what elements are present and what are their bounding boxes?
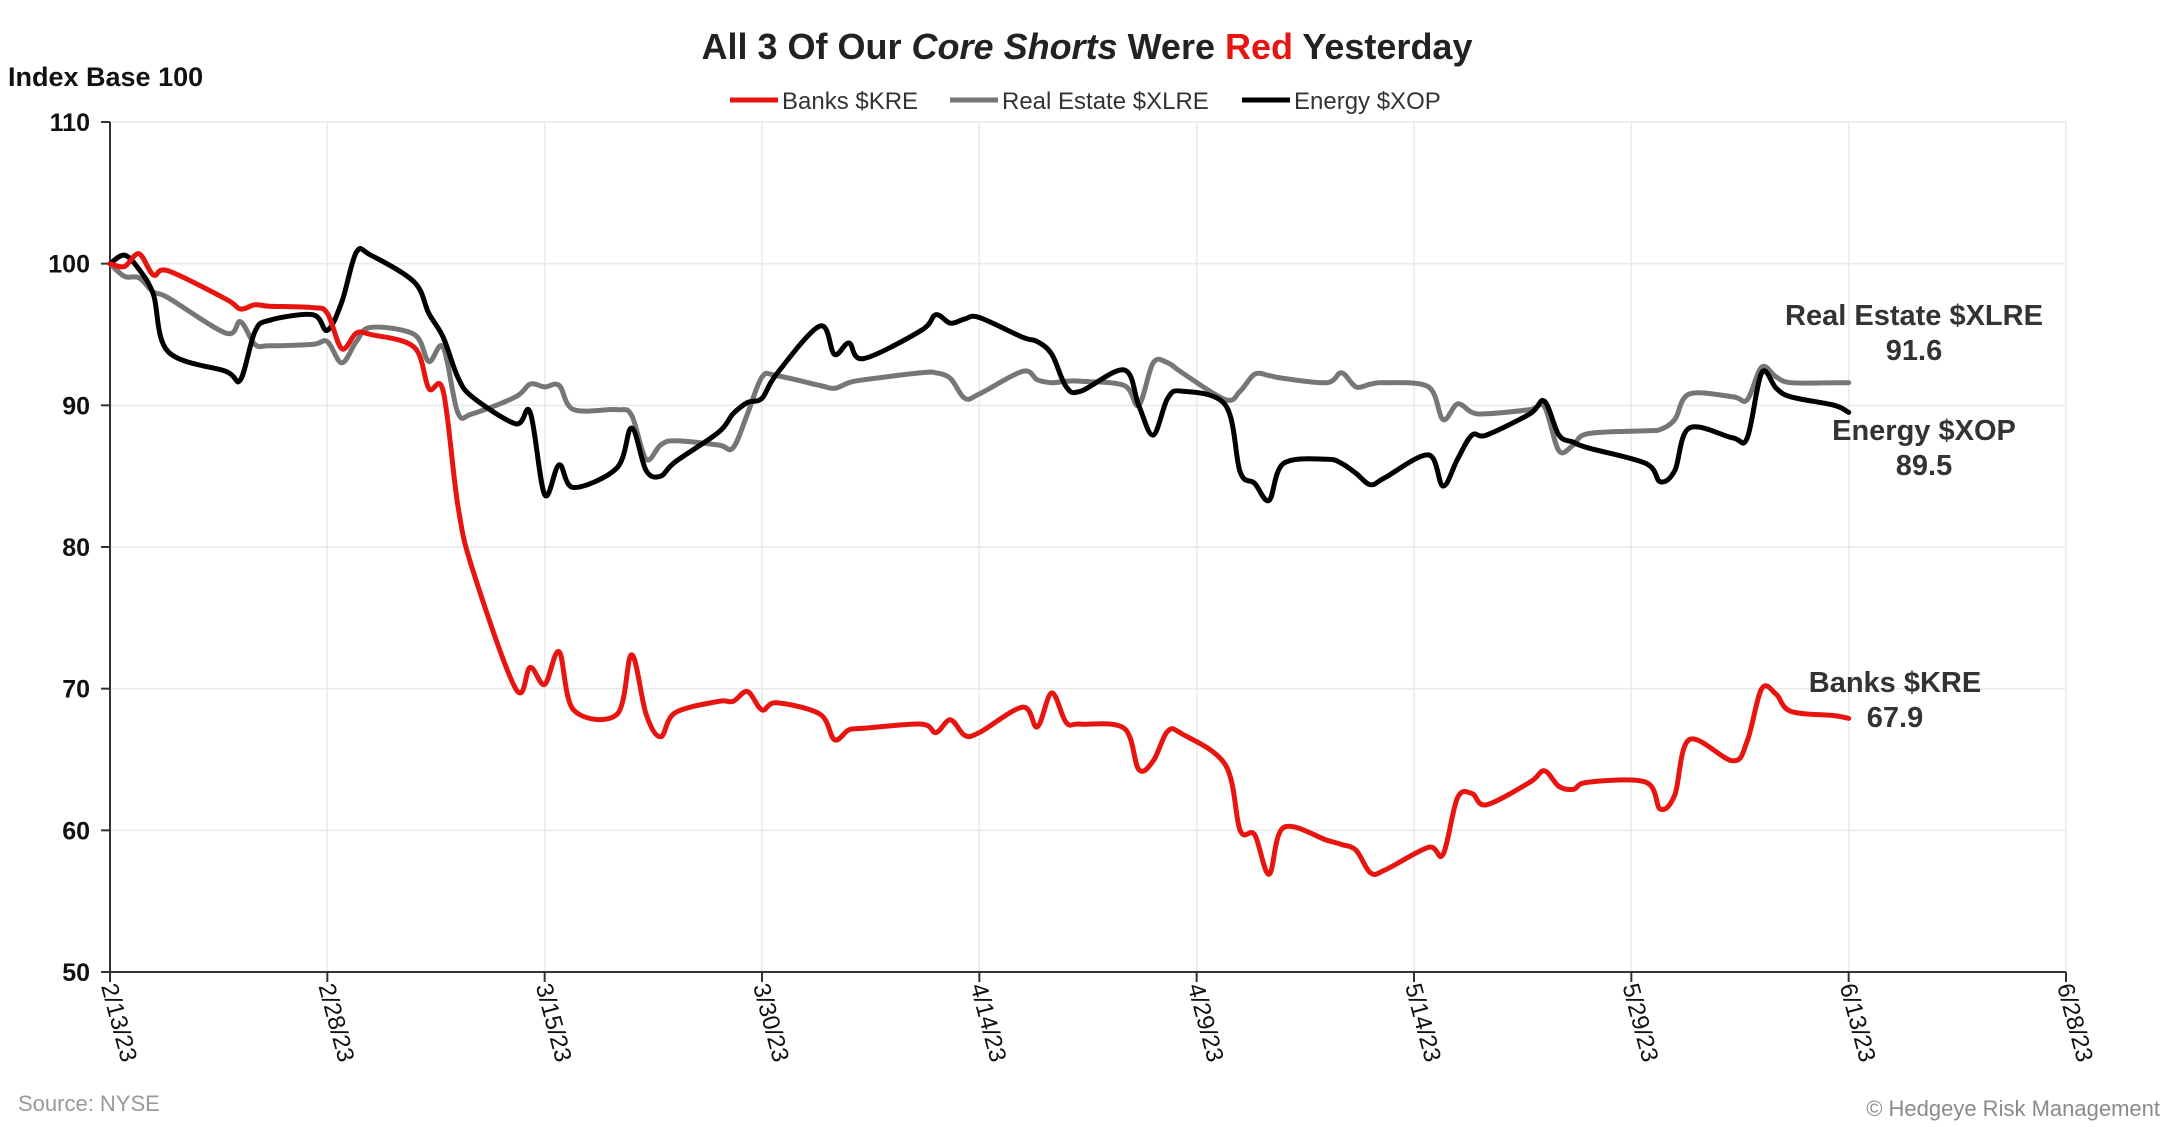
series-line-1: [107, 261, 1852, 463]
legend-label-0: Banks $KRE: [782, 88, 918, 115]
x-tick-label-7: 5/29/23: [1617, 981, 1664, 1065]
legend-label-1: Real Estate $XLRE: [1002, 88, 1209, 115]
x-tick-label-8: 6/13/23: [1834, 981, 1881, 1065]
y-tick-label-6: 110: [50, 109, 90, 137]
end-label-value-1: 91.6: [1886, 335, 1942, 367]
x-tick-label-4: 4/14/23: [965, 981, 1012, 1065]
x-tick-label-2: 3/15/23: [530, 981, 577, 1065]
x-tick-label-1: 2/28/23: [313, 981, 360, 1065]
gridlines: [110, 121, 2067, 972]
title-part-3: Red: [1225, 26, 1293, 67]
chart-title: All 3 Of Our Core Shorts Were Red Yester…: [702, 26, 1473, 67]
end-label-name-2: Energy $XOP: [1832, 415, 2016, 447]
legend-label-2: Energy $XOP: [1294, 88, 1441, 115]
source-note: Source: NYSE: [18, 1091, 160, 1116]
y-tick-label-3: 80: [62, 534, 90, 562]
end-label-name-0: Banks $KRE: [1809, 667, 1981, 699]
title-part-1: Core Shorts: [912, 26, 1118, 67]
legend: Banks $KRE Real Estate $XLRE Energy $XOP: [730, 88, 1441, 115]
y-tick-label-2: 70: [62, 676, 90, 704]
series-line-0: [107, 251, 1852, 877]
end-label-name-1: Real Estate $XLRE: [1785, 300, 2043, 332]
copyright-note: © Hedgeye Risk Management: [1866, 1096, 2160, 1121]
title-part-4: Yesterday: [1293, 26, 1472, 67]
title-part-2: Were: [1118, 26, 1225, 67]
x-tick-label-3: 3/30/23: [747, 981, 794, 1065]
series-line-2: [107, 246, 1852, 504]
y-tick-label-0: 50: [62, 959, 90, 987]
end-label-value-0: 67.9: [1867, 702, 1923, 734]
y-tick-label-4: 90: [62, 392, 90, 420]
series-layer: [107, 246, 1852, 877]
y-tick-label-1: 60: [62, 817, 90, 845]
y-tick-label-5: 100: [48, 251, 90, 279]
x-tick-label-9: 6/28/23: [2051, 981, 2098, 1065]
x-tick-label-5: 4/29/23: [1182, 981, 1229, 1065]
title-part-0: All 3 Of Our: [702, 26, 912, 67]
x-tick-label-6: 5/14/23: [1399, 981, 1446, 1065]
y-axis-label: Index Base 100: [8, 62, 203, 92]
end-label-value-2: 89.5: [1896, 450, 1952, 482]
x-tick-label-0: 2/13/23: [95, 981, 142, 1065]
